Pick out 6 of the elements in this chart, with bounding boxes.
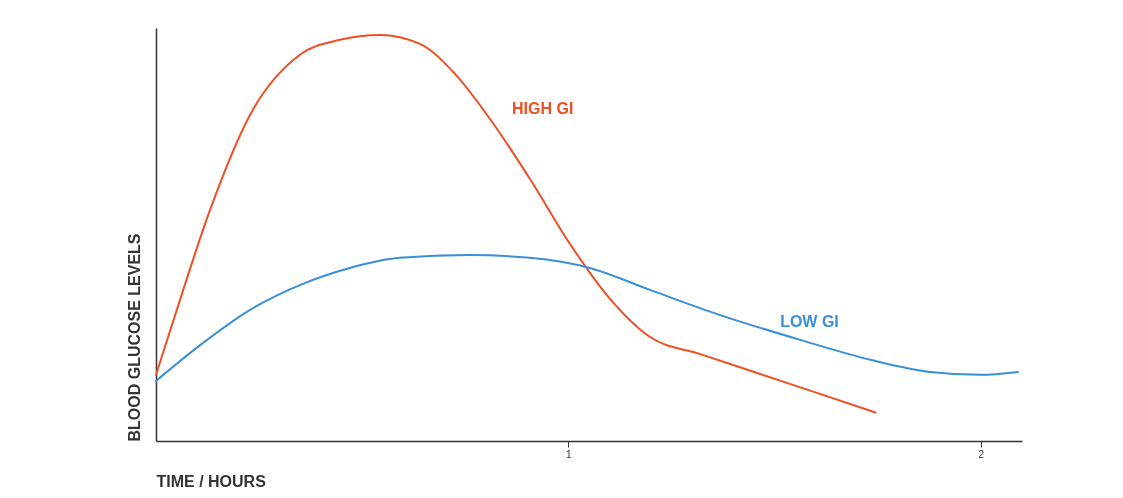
series-label: LOW GI — [780, 312, 839, 330]
x-axis-title: TIME / HOURS — [156, 472, 267, 490]
series-label: HIGH GI — [512, 99, 574, 117]
x-tick-label: 2 — [978, 448, 985, 460]
y-axis-title: BLOOD GLUCOSE LEVELS — [125, 233, 143, 442]
x-tick-label: 1 — [566, 448, 573, 460]
